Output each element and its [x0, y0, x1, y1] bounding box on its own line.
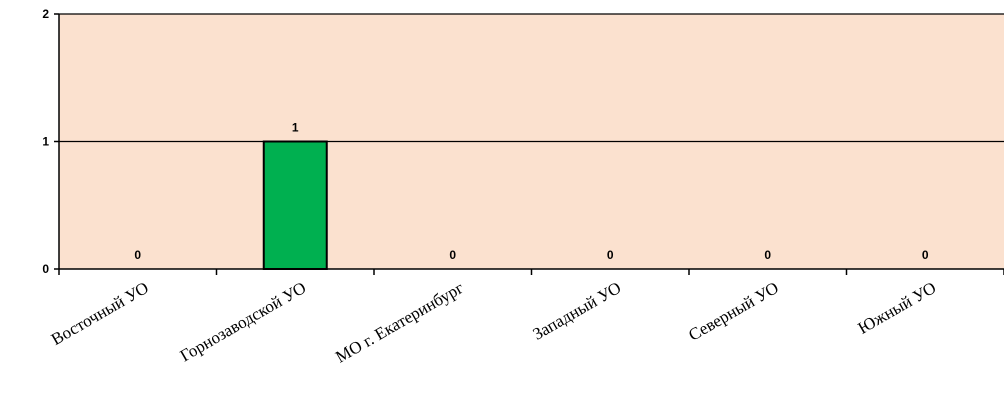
x-tick-label-5: Южный УО: [855, 278, 940, 338]
data-label-1: 1: [292, 121, 299, 135]
y-tick-label-1: 1: [42, 135, 49, 149]
data-label-2: 0: [449, 248, 456, 262]
x-tick-label-3: Западный УО: [529, 278, 624, 344]
bar-1: [262, 140, 328, 270]
x-tick-label-2: МО г. Екатеринбург: [332, 278, 467, 367]
data-label-0: 0: [134, 248, 141, 262]
y-tick-label-2: 2: [42, 7, 49, 21]
data-label-5: 0: [922, 248, 929, 262]
x-tick-label-0: Восточный УО: [48, 278, 152, 349]
gridlines: [59, 13, 1004, 143]
data-label-4: 0: [764, 248, 771, 262]
bars: [262, 140, 328, 270]
x-tick-label-1: Горнозаводской УО: [177, 278, 310, 365]
axes: [54, 13, 1004, 275]
data-label-3: 0: [607, 248, 614, 262]
x-tick-label-4: Северный УО: [685, 278, 781, 345]
y-tick-label-0: 0: [42, 262, 49, 276]
